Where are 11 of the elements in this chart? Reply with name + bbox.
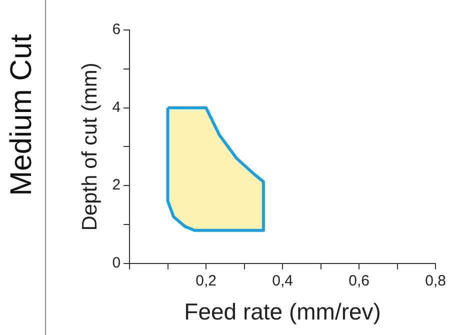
x-tick-label: 0,4 — [272, 272, 293, 290]
x-tick-label: 0,6 — [348, 272, 370, 290]
x-axis-title: Feed rate (mm/rev) — [184, 298, 381, 325]
x-tick-label: 0,8 — [425, 272, 446, 290]
y-tick-label: 4 — [112, 98, 121, 116]
y-tick-label: 2 — [112, 176, 121, 194]
y-tick-label: 6 — [112, 21, 121, 38]
x-tick-label: 0,2 — [196, 272, 216, 290]
text: Medium Cut — [5, 34, 39, 196]
y-axis-title: Depth of cut (mm) — [78, 62, 102, 231]
y-tick-label: 0 — [112, 254, 121, 272]
